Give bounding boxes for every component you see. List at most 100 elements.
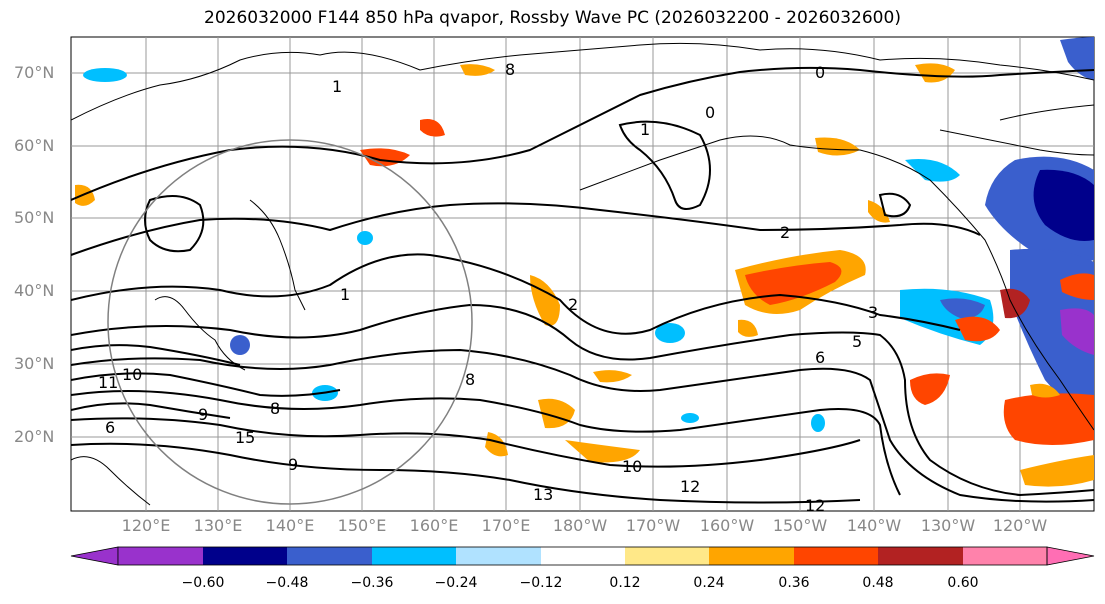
analysis-circle [107,139,473,505]
colorbar-extend-min [70,546,119,566]
anomaly-shading [75,37,1094,487]
negative-anomaly-region [230,335,250,355]
colorbar-tick: −0.60 [181,575,225,591]
colorbar-segment [118,547,203,565]
negative-anomaly-region [1060,308,1094,355]
positive-anomaly-region [460,64,495,76]
colorbar-segment [625,547,709,565]
contour-label: 8 [270,399,280,418]
contour-label: 12 [680,477,700,496]
contour-label: 0 [705,103,715,122]
lon-label: 130°W [920,516,976,535]
colorbar-tick: −0.24 [434,575,478,591]
map-title: 2026032000 F144 850 hPa qvapor, Rossby W… [204,8,901,28]
colorbar-segment [709,547,794,565]
colorbar-tick: −0.12 [519,575,563,591]
lat-label-20n: 20°N [14,427,55,446]
positive-anomaly-region [915,63,955,83]
lon-label: 120°W [992,516,1048,535]
positive-anomaly-region [745,262,842,305]
positive-anomaly-region [1000,288,1030,319]
colorbar-tick: 0.48 [862,575,894,591]
contour-label: 3 [868,303,878,322]
negative-anomaly-region [811,414,825,432]
contour-label: 1 [332,77,342,96]
colorbar-segment [372,547,456,565]
negative-anomaly-region [83,68,127,82]
colorbar-tick: −0.48 [265,575,309,591]
colorbar-extend-max [1046,546,1095,566]
lon-label: 140°E [265,516,315,535]
lon-label: 180°W [552,516,608,535]
contour-label: 10 [622,457,642,476]
colorbar-segment [794,547,878,565]
lat-label-70n: 70°N [14,63,55,82]
positive-anomaly-region [910,373,950,405]
colorbar-segment [287,547,372,565]
colorbar-segment [541,547,625,565]
negative-anomaly-region [1033,169,1094,241]
positive-anomaly-region [420,119,445,137]
colorbar-tick: 0.12 [609,575,641,591]
lon-label: 150°E [337,516,387,535]
contour-label: 2 [568,295,578,314]
contour-label: 9 [288,455,298,474]
lon-label: 170°W [625,516,681,535]
positive-anomaly-region [738,319,758,337]
lat-label-40n: 40°N [14,281,55,300]
map-plot: 0 0 1 1 1 2 2 3 5 6 8 8 8 9 9 10 10 11 1… [70,36,1095,515]
positive-anomaly-region [1060,273,1094,300]
colorbar-segments [70,546,1095,566]
positive-anomaly-region [75,184,95,206]
contour-label: 8 [505,60,515,79]
lat-label-50n: 50°N [14,208,55,227]
contour-label: 5 [852,332,862,351]
colorbar-tick: 0.24 [693,575,725,591]
contour-label: 6 [815,348,825,367]
lon-label: 140°W [846,516,902,535]
contour-label: 11 [98,373,118,392]
lon-label: 120°E [121,516,171,535]
positive-anomaly-region [815,137,860,156]
colorbar-segment [878,547,963,565]
contour-label: 15 [235,428,255,447]
contour-label: 1 [340,285,350,304]
contour-label: 8 [465,370,475,389]
contour-label: 12 [805,496,825,515]
negative-anomaly-region [357,231,373,245]
negative-anomaly-region [681,413,699,423]
positive-anomaly-region [485,432,508,457]
lon-label: 170°E [481,516,531,535]
contour-label: 13 [533,485,553,504]
positive-anomaly-region [1003,393,1094,445]
contour-lines [71,66,1094,504]
colorbar [70,546,1095,566]
lon-label: 150°W [772,516,828,535]
colorbar-segment [456,547,541,565]
contour-label: 10 [122,365,142,384]
contour-label-group: 0 0 1 1 1 2 2 3 5 6 8 8 8 9 9 10 10 11 1… [98,60,878,515]
contour-label: 2 [780,223,790,242]
colorbar-tick: 0.60 [947,575,979,591]
lat-label-60n: 60°N [14,136,55,155]
contour-label: 6 [105,418,115,437]
lat-label-30n: 30°N [14,354,55,373]
coastlines [71,42,1094,506]
negative-anomaly-region [940,298,985,319]
lon-label: 130°E [193,516,243,535]
negative-anomaly-region [905,159,960,182]
lon-label: 160°W [699,516,755,535]
negative-anomaly-region [1060,37,1094,80]
negative-anomaly-region [655,323,685,343]
colorbar-tick: 0.36 [778,575,810,591]
colorbar-tick: −0.36 [350,575,394,591]
positive-anomaly-region [1030,383,1060,398]
positive-anomaly-region [593,370,632,383]
positive-anomaly-region [565,440,640,463]
contour-label: 9 [198,405,208,424]
positive-anomaly-region [868,200,890,223]
positive-anomaly-region [955,316,1000,342]
positive-anomaly-region [1020,455,1094,487]
colorbar-segment [203,547,287,565]
contour-label: 0 [815,63,825,82]
